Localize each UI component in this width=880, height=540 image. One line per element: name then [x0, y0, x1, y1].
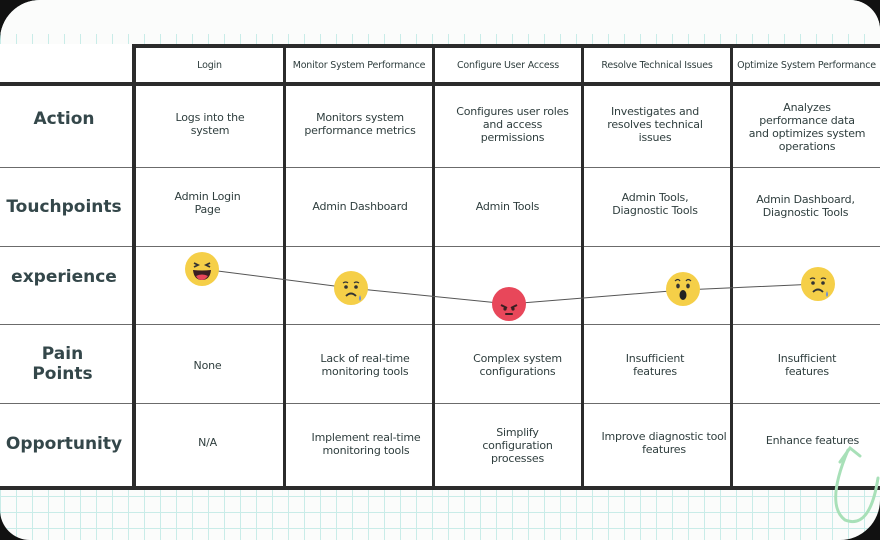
journey-table-background: [0, 44, 880, 490]
touchpoint-cell: Admin Tools, Diagnostic Tools: [612, 191, 698, 217]
touchpoint-cell: Admin Dashboard: [312, 199, 408, 213]
stage-header-resolve: Resolve Technical Issues: [601, 59, 713, 71]
opportunity-cell: N/A: [198, 435, 217, 449]
table-top-border: [132, 44, 880, 48]
action-cell: Analyzes performance data and optimizes …: [748, 100, 866, 153]
touchpoint-cell: Admin Dashboard, Diagnostic Tools: [756, 193, 855, 219]
row-divider: [0, 324, 880, 325]
angry-emoji-icon: [492, 287, 526, 321]
column-divider: [432, 46, 435, 488]
row-label-opportunity: Opportunity: [5, 434, 123, 454]
action-cell: Logs into the system: [175, 111, 245, 137]
row-divider: [0, 246, 880, 247]
paper-top: [0, 0, 880, 34]
pain-point-cell: None: [193, 358, 222, 372]
pain-point-cell: Complex system configurations: [473, 352, 562, 378]
pain-point-cell: Insufficient features: [777, 352, 837, 378]
column-divider: [132, 44, 136, 490]
row-label-pain-points: Pain Points: [32, 344, 93, 384]
row-label-touchpoints: Touchpoints: [6, 197, 122, 217]
row-label-action: Action: [33, 109, 95, 129]
opportunity-cell: Implement real-time monitoring tools: [311, 431, 421, 457]
opportunity-cell: Enhance features: [765, 433, 860, 447]
sad-crying-emoji-icon: [801, 267, 835, 301]
header-divider: [0, 82, 880, 86]
stage-header-configure: Configure User Access: [456, 59, 560, 71]
stage-header-monitor: Monitor System Performance: [292, 59, 426, 71]
pain-point-cell: Insufficient features: [625, 352, 685, 378]
column-divider: [283, 46, 286, 488]
action-cell: Monitors system performance metrics: [304, 111, 416, 137]
row-divider: [0, 167, 880, 168]
row-label-experience: experience: [11, 267, 117, 287]
action-cell: Configures user roles and access permiss…: [456, 104, 569, 144]
sad-crying-emoji-icon: [334, 271, 368, 305]
pain-point-cell: Lack of real-time monitoring tools: [320, 352, 410, 378]
touchpoint-cell: Admin Login Page: [174, 190, 241, 216]
opportunity-cell: Simplify configuration processes: [482, 425, 553, 465]
column-divider: [730, 46, 733, 488]
touchpoint-cell: Admin Tools: [475, 199, 540, 213]
laughing-emoji-icon: [185, 252, 219, 286]
table-bottom-border: [0, 486, 880, 490]
opportunity-cell: Improve diagnostic tool features: [601, 430, 727, 456]
surprised-emoji-icon: [666, 272, 700, 306]
stage-header-login: Login: [197, 59, 222, 71]
row-divider: [0, 403, 880, 404]
action-cell: Investigates and resolves technical issu…: [607, 104, 703, 144]
stage-header-optimize: Optimize System Performance: [737, 59, 876, 71]
column-divider: [581, 46, 584, 488]
